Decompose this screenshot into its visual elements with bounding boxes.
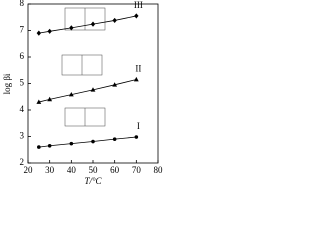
point (69, 141, 74, 146)
x-tick-label: 40 (67, 165, 77, 175)
y-tick-label: 7 (20, 25, 25, 35)
x-axis-label: T/°C (84, 176, 102, 186)
point (47, 96, 53, 102)
y-tick-label: 5 (20, 78, 25, 88)
series-label: I (137, 121, 140, 131)
series-label: II (135, 64, 141, 74)
x-tick-label: 80 (154, 165, 164, 175)
point (90, 21, 96, 27)
y-tick-label: 8 (20, 0, 25, 8)
point (68, 92, 74, 97)
plot-frame (27, 3, 159, 164)
point (47, 28, 52, 34)
y-tick-label: 2 (20, 157, 25, 167)
x-tick-label: 70 (132, 165, 142, 175)
molecule-sketches (61, 7, 106, 127)
x-tick-label: 60 (110, 165, 120, 175)
point (90, 87, 96, 92)
x-tick-label: 50 (89, 165, 99, 175)
series-line (38, 136, 137, 148)
point (36, 30, 42, 36)
point (112, 137, 117, 141)
y-tick-label: 6 (20, 51, 25, 61)
point (37, 145, 41, 149)
y-tick-label: 4 (20, 104, 25, 114)
point (69, 25, 74, 31)
x-tick-label: 30 (45, 165, 55, 175)
series-label: III (134, 0, 143, 10)
series-line (38, 79, 137, 103)
point (134, 135, 139, 139)
x-tick-label: 20 (24, 165, 34, 175)
point (133, 76, 139, 82)
series-line (38, 15, 137, 34)
point (112, 17, 117, 24)
point (47, 143, 52, 148)
point (112, 82, 118, 87)
y-tick-label: 3 (20, 131, 25, 141)
y-axis-label: log βi (2, 73, 12, 94)
point (134, 13, 139, 19)
point (36, 99, 42, 104)
point (91, 139, 95, 144)
